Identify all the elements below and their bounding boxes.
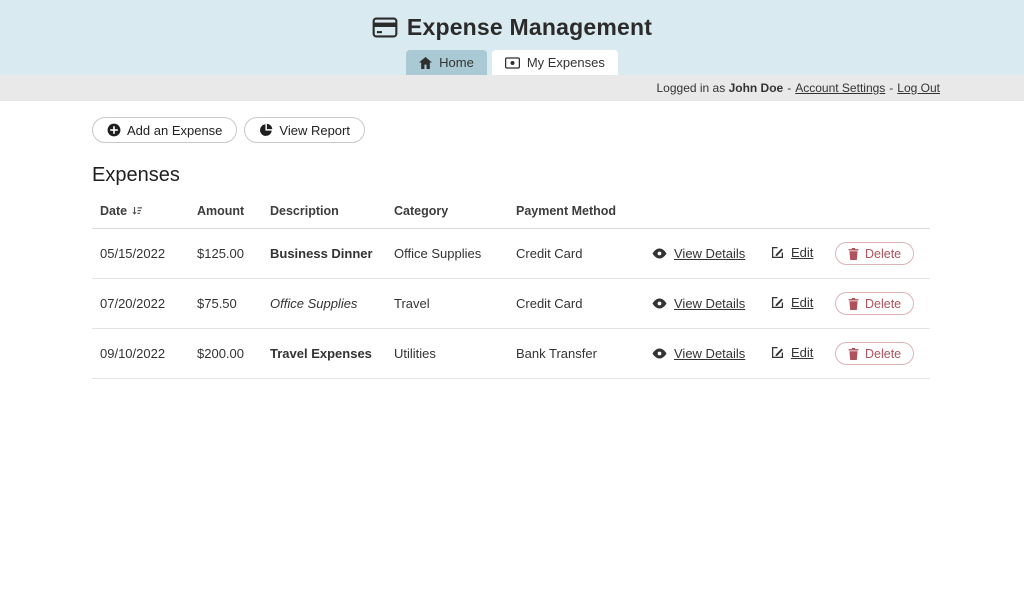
cell-date: 07/20/2022 — [92, 278, 189, 329]
edit-link[interactable]: Edit — [771, 245, 813, 260]
separator: - — [889, 81, 894, 95]
add-expense-label: Add an Expense — [127, 122, 223, 138]
view-details-link[interactable]: View Details — [652, 296, 745, 311]
cell-date: 05/15/2022 — [92, 228, 189, 279]
logged-in-text: Logged in as — [656, 81, 729, 95]
account-settings-link[interactable]: Account Settings — [795, 81, 886, 95]
toolbar: Add an Expense View Report — [92, 117, 930, 143]
column-header-date-label: Date — [100, 204, 128, 218]
cell-category: Utilities — [386, 328, 508, 379]
tab-bar: Home My Expenses — [0, 50, 1024, 75]
delete-label: Delete — [865, 246, 902, 261]
table-row: 05/15/2022 $125.00 Business Dinner Offic… — [92, 228, 930, 279]
cell-amount: $75.50 — [189, 278, 262, 329]
eye-icon — [652, 298, 667, 309]
pie-chart-icon — [259, 123, 273, 137]
expenses-table: Date Amount Description — [92, 198, 930, 379]
app-header: Expense Management Home My Expenses — [0, 0, 1024, 75]
cell-category: Travel — [386, 278, 508, 329]
main-content: Add an Expense View Report Expenses Date — [0, 101, 1024, 379]
edit-label: Edit — [791, 245, 814, 260]
tab-my-expenses-label: My Expenses — [526, 55, 605, 70]
add-expense-button[interactable]: Add an Expense — [92, 117, 238, 143]
cell-amount: $200.00 — [189, 328, 262, 379]
edit-icon — [771, 296, 784, 309]
edit-link[interactable]: Edit — [771, 295, 813, 310]
cell-description: Business Dinner — [262, 228, 386, 279]
cell-payment-method: Bank Transfer — [508, 328, 644, 379]
view-details-link[interactable]: View Details — [652, 246, 745, 261]
expenses-heading: Expenses — [92, 164, 180, 186]
cell-amount: $125.00 — [189, 228, 262, 279]
edit-icon — [771, 246, 784, 259]
separator: - — [787, 81, 792, 95]
cell-description: Travel Expenses — [262, 328, 386, 379]
tab-home[interactable]: Home — [406, 50, 487, 75]
delete-button[interactable]: Delete — [835, 342, 915, 365]
table-header-row: Date Amount Description — [92, 198, 930, 229]
view-details-label: View Details — [674, 295, 746, 311]
cell-payment-method: Credit Card — [508, 278, 644, 329]
view-details-label: View Details — [674, 345, 746, 361]
cell-payment-method: Credit Card — [508, 228, 644, 279]
eye-icon — [652, 248, 667, 259]
credit-card-icon — [372, 17, 398, 38]
tab-my-expenses[interactable]: My Expenses — [491, 50, 618, 75]
trash-icon — [848, 347, 859, 360]
eye-icon — [652, 348, 667, 359]
title-row: Expense Management — [0, 0, 1024, 41]
delete-button[interactable]: Delete — [835, 242, 915, 265]
cell-description: Office Supplies — [262, 278, 386, 329]
edit-label: Edit — [791, 345, 814, 360]
money-icon — [504, 56, 520, 69]
table-row: 09/10/2022 $200.00 Travel Expenses Utili… — [92, 328, 930, 379]
view-details-label: View Details — [674, 245, 746, 261]
table-row: 07/20/2022 $75.50 Office Supplies Travel… — [92, 278, 930, 329]
edit-label: Edit — [791, 295, 814, 310]
cell-category: Office Supplies — [386, 228, 508, 279]
column-header-date[interactable]: Date — [92, 198, 189, 229]
column-header-payment-method[interactable]: Payment Method — [508, 198, 644, 229]
delete-button[interactable]: Delete — [835, 292, 915, 315]
sort-amount-icon — [131, 205, 143, 217]
delete-label: Delete — [865, 296, 902, 311]
view-details-link[interactable]: View Details — [652, 346, 745, 361]
column-header-description[interactable]: Description — [262, 198, 386, 229]
plus-circle-icon — [107, 123, 121, 137]
cell-date: 09/10/2022 — [92, 328, 189, 379]
trash-icon — [848, 297, 859, 310]
view-report-button[interactable]: View Report — [244, 117, 365, 143]
status-bar: Logged in as John Doe - Account Settings - L… — [0, 75, 1024, 101]
home-icon — [419, 56, 433, 69]
view-report-label: View Report — [279, 122, 350, 138]
delete-label: Delete — [865, 346, 902, 361]
logged-in-user: John Doe — [728, 81, 784, 95]
trash-icon — [848, 247, 859, 260]
edit-icon — [771, 346, 784, 359]
page-title: Expense Management — [406, 14, 653, 40]
tab-home-label: Home — [439, 55, 474, 70]
log-out-link[interactable]: Log Out — [897, 81, 940, 95]
edit-link[interactable]: Edit — [771, 345, 813, 360]
column-header-amount[interactable]: Amount — [189, 198, 262, 229]
column-header-category[interactable]: Category — [386, 198, 508, 229]
